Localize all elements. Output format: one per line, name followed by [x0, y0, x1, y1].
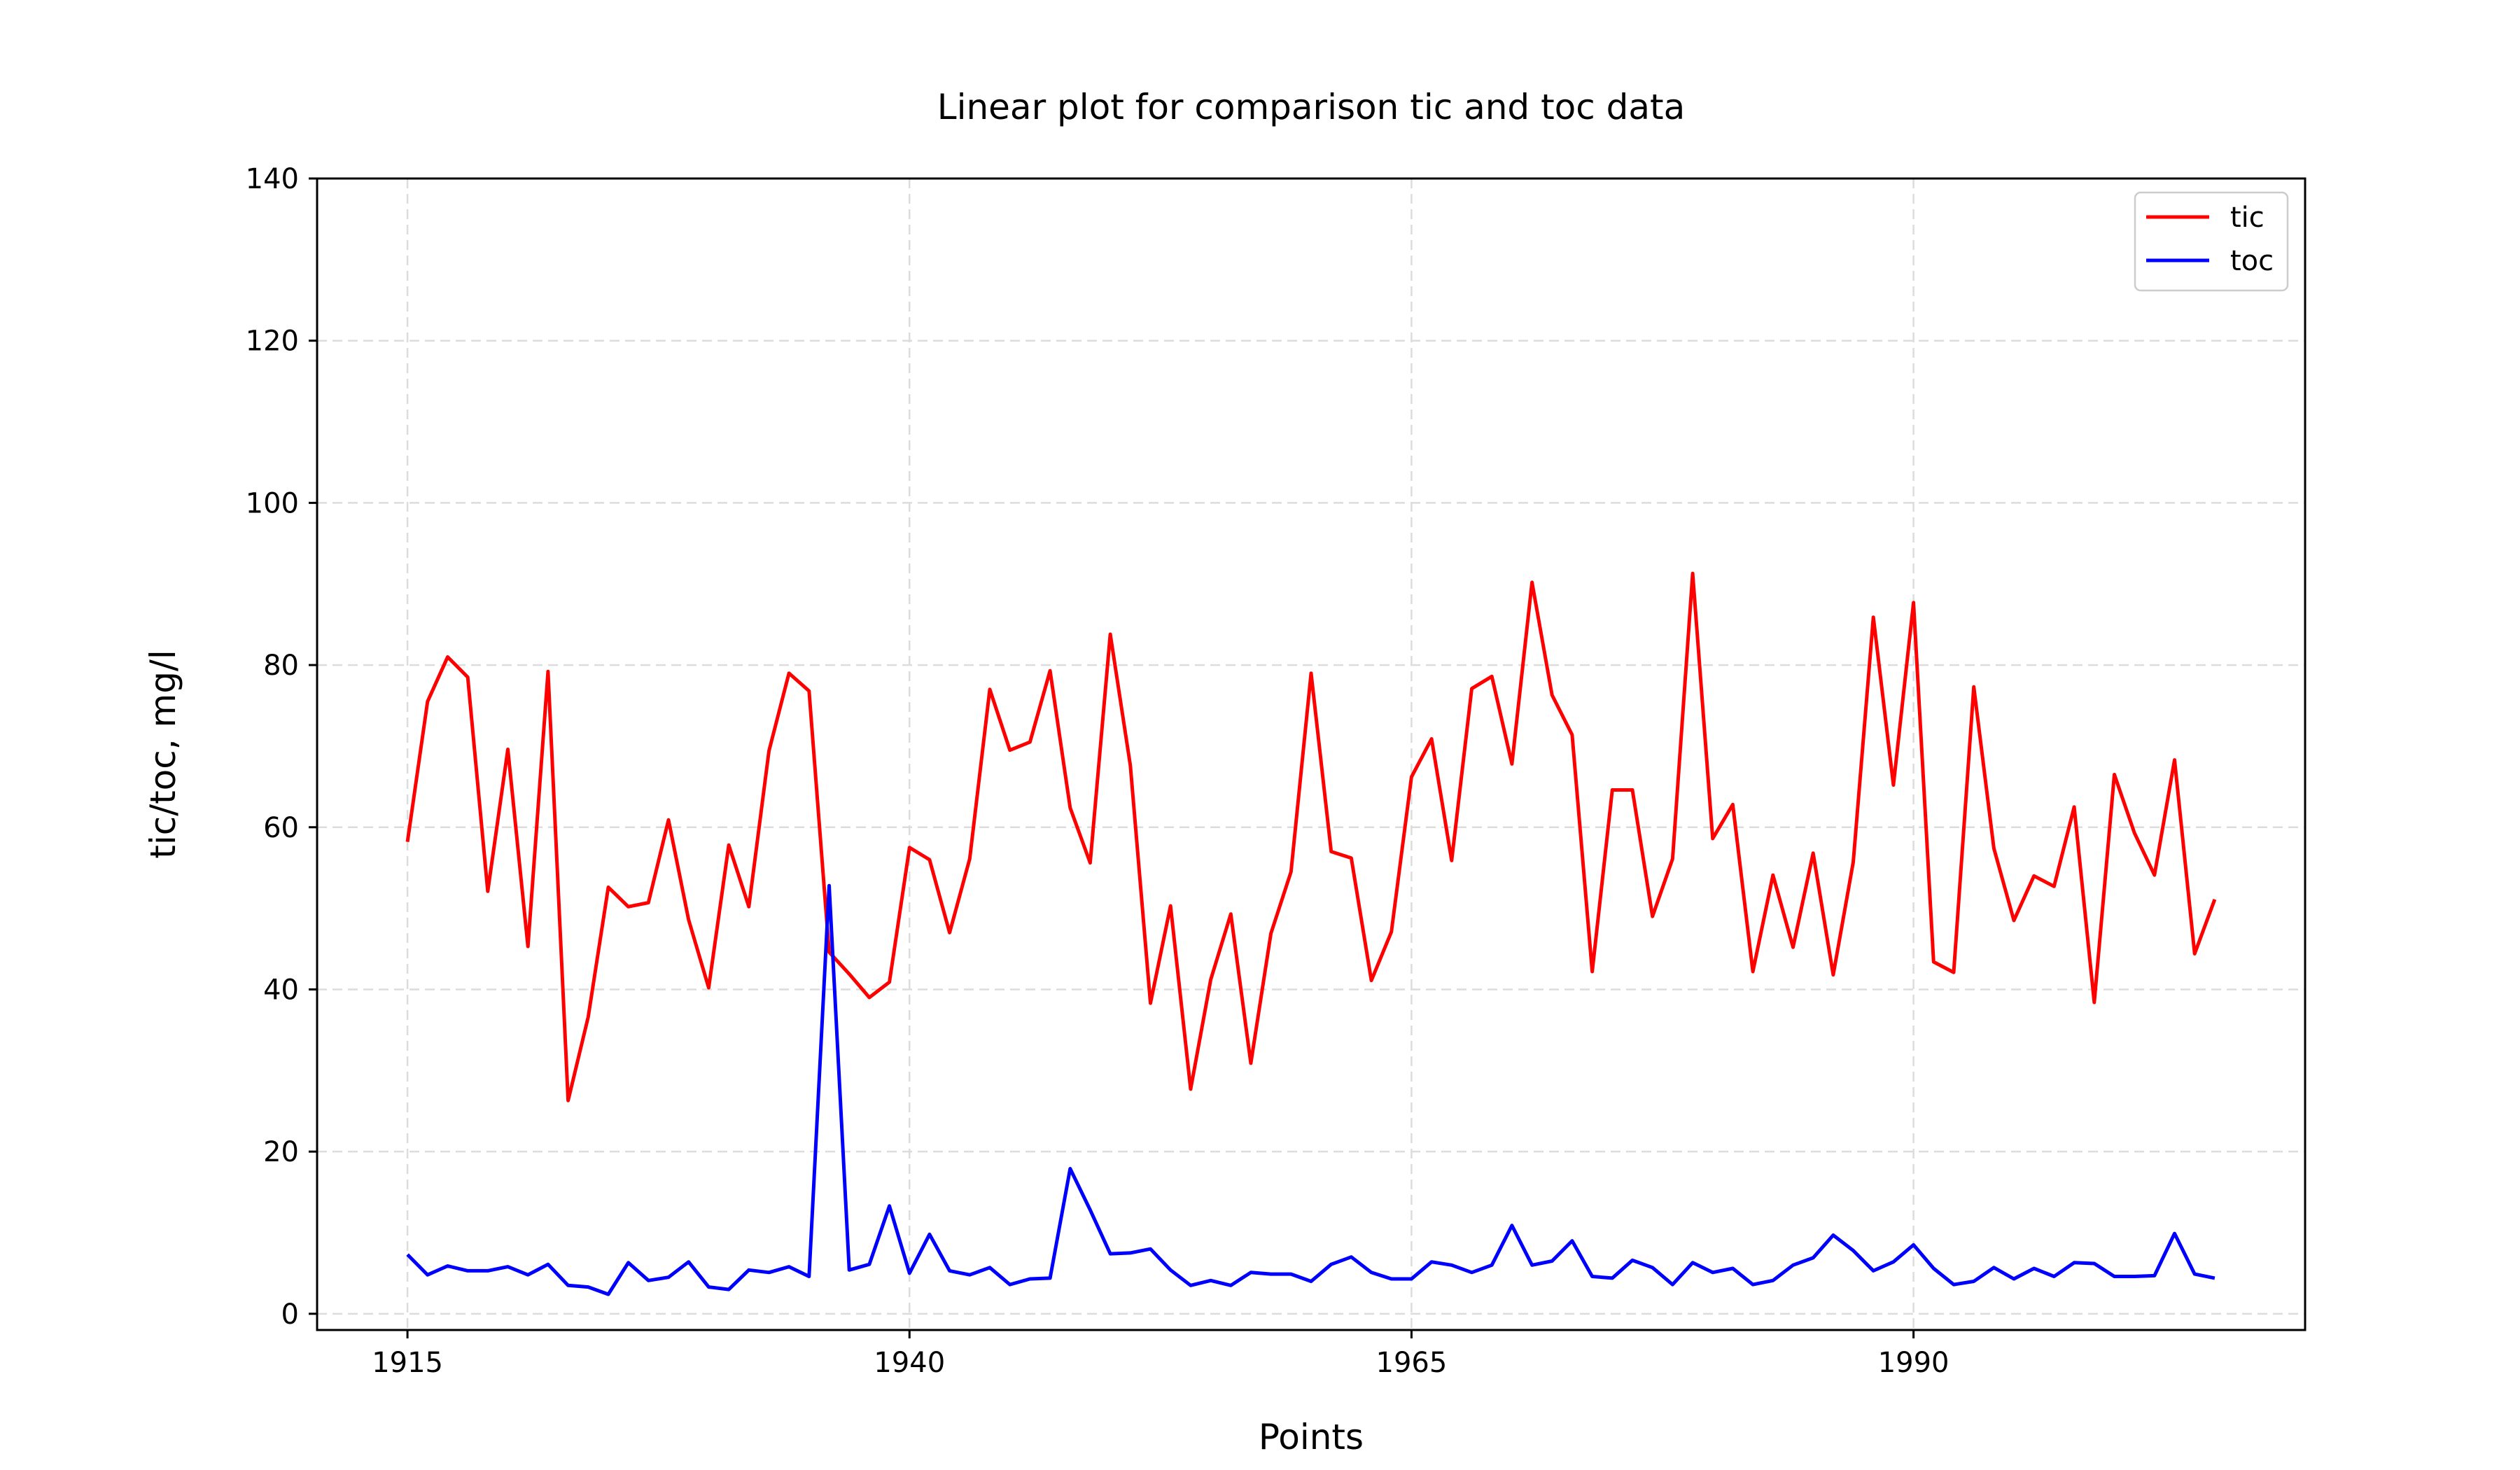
- series-lines: [405, 571, 2217, 1296]
- y-tick-label: 0: [281, 1298, 299, 1331]
- y-tick-label: 100: [246, 487, 299, 519]
- grid: [317, 177, 2305, 1330]
- x-tick-label: 1940: [874, 1347, 945, 1379]
- legend-label-tic: tic: [2230, 202, 2264, 234]
- x-tick-label: 1965: [1376, 1347, 1448, 1379]
- y-tick-label: 140: [246, 163, 299, 195]
- legend: tic toc: [2134, 191, 2289, 292]
- series-line-tic: [405, 571, 2217, 1102]
- chart-title: Linear plot for comparison tic and toc d…: [937, 87, 1686, 127]
- series-line-toc: [406, 883, 2216, 1296]
- x-tick-label: 1915: [372, 1347, 443, 1379]
- y-axis: 0 20 40 60 80 100 120 140: [246, 163, 317, 1331]
- y-tick-label: 40: [263, 974, 299, 1006]
- y-tick-label: 60: [263, 812, 299, 844]
- y-tick-label: 80: [263, 650, 299, 682]
- y-tick-label: 20: [263, 1136, 299, 1168]
- x-axis-title: Points: [1259, 1417, 1364, 1457]
- y-tick-label: 120: [246, 326, 299, 358]
- legend-label-toc: toc: [2230, 245, 2274, 277]
- y-axis-title: tic/toc, mg/l: [143, 650, 183, 859]
- x-tick-label: 1990: [1878, 1347, 1949, 1379]
- plot-frame: [316, 177, 2306, 1331]
- x-axis: 1915 1940 1965 1990: [372, 1330, 1949, 1379]
